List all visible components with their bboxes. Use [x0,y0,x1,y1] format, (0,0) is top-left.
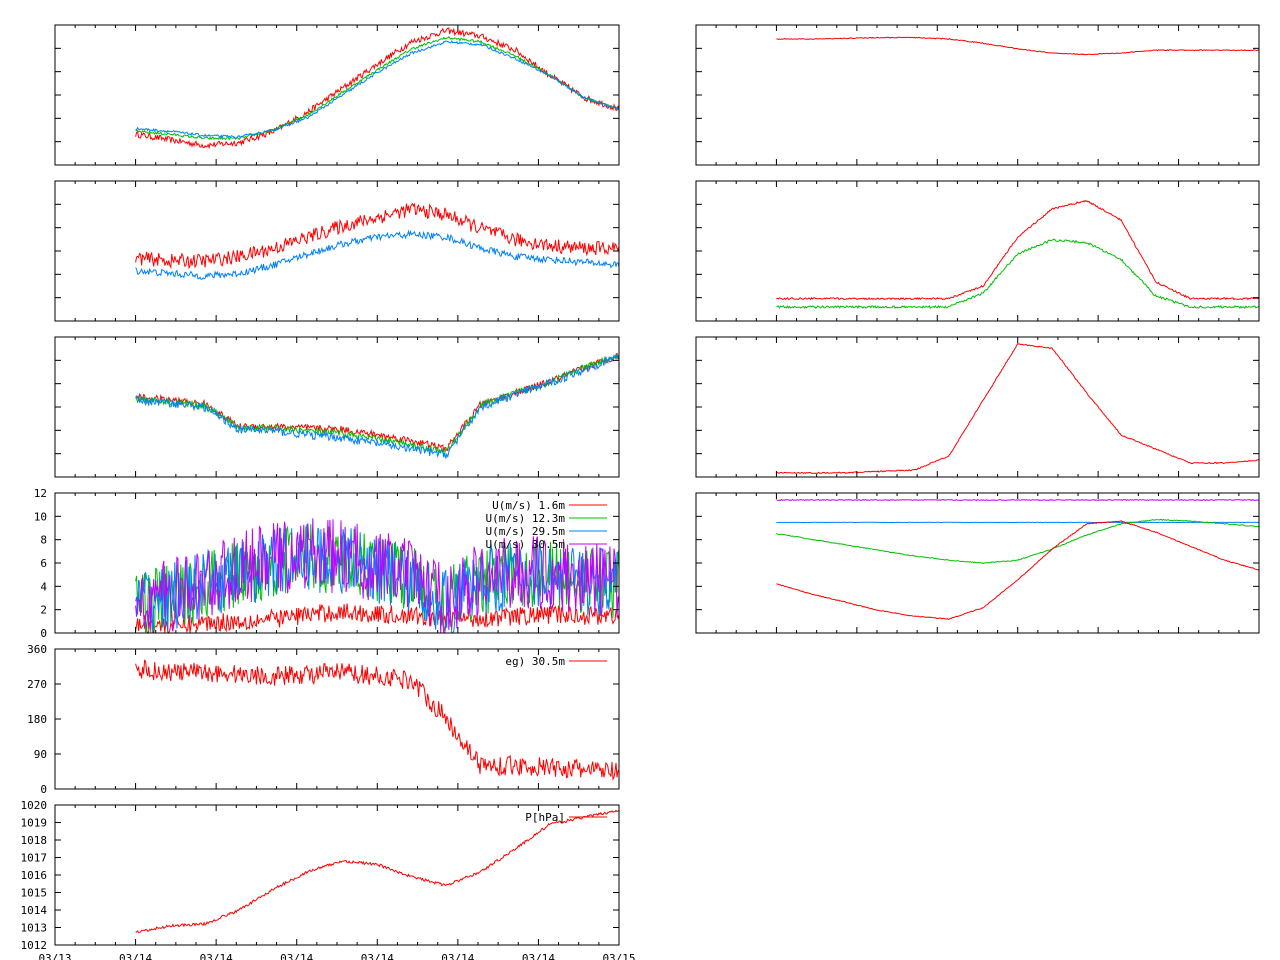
chart-panel-l2 [54,180,620,322]
series-line-l1-1 [135,35,620,141]
y-tick-label: 1017 [21,852,48,865]
plot-frame [695,336,1260,478]
series-line-l2-0 [135,202,620,270]
y-tick-label: 2 [40,604,47,617]
y-tick-label: 1014 [21,904,48,917]
y-tick-label: 4 [40,580,47,593]
series-line-l3-0 [135,352,620,452]
y-tick-label: 1018 [21,834,48,847]
y-tick-label: 8 [40,534,47,547]
legend-label: U(m/s) 29.5m [486,525,566,538]
series-line-l4-2 [135,524,620,634]
series-line-r1-0 [776,36,1260,56]
series-line-l1-0 [135,27,620,150]
plot-frame [54,180,620,322]
series-line-l4-3 [135,518,620,634]
y-tick-label: 10 [34,510,47,523]
series-line-l4-1 [135,524,620,633]
y-tick-label: 1020 [21,799,48,812]
x-tick-label-date: 03/13 [38,952,71,960]
series-line-r4-0 [776,498,1260,502]
legend-label: P[hPa] [525,811,565,824]
chart-panel-r3 [695,336,1260,478]
y-tick-label: 270 [27,678,47,691]
x-tick-label-date: 03/15 [602,952,635,960]
series-line-l3-2 [135,353,620,459]
plot-frame [54,336,620,478]
chart-panel-l3 [54,336,620,478]
y-tick-label: 0 [40,627,47,640]
x-tick-label-date: 03/14 [361,952,394,960]
plot-frame [54,24,620,166]
chart-panel-r1 [695,24,1260,166]
series-line-r4-2 [776,518,1260,564]
x-tick-label-date: 03/14 [441,952,474,960]
y-tick-label: 1016 [21,869,48,882]
y-tick-label: 0 [40,783,47,796]
series-line-l1-2 [135,40,620,139]
series-line-l3-1 [135,352,620,456]
plot-frame [695,24,1260,166]
y-tick-label: 1012 [21,939,48,952]
series-line-r4-3 [776,520,1260,620]
series-line-l6-0 [135,809,620,934]
series-line-r2-0 [776,199,1260,301]
legend-label: U(m/s) 30.5m [486,538,566,551]
x-tick-label-date: 03/14 [522,952,555,960]
legend-label: eg) 30.5m [505,655,565,668]
series-line-l5-0 [135,659,620,781]
chart-panel-l5: 0 90 180 270 360 eg) 30.5m [27,643,620,796]
plot-frame [54,804,620,946]
x-tick-label-date: 03/14 [200,952,233,960]
y-tick-label: 180 [27,713,47,726]
legend-label: U(m/s) 1.6m [492,499,565,512]
y-tick-label: 90 [34,748,47,761]
x-tick-label-date: 03/14 [280,952,313,960]
y-tick-label: 12 [34,487,47,500]
series-line-r2-1 [776,238,1260,310]
chart-panel-l6: 1012 1013 1014 1015 1016 1017 1018 1019 1020 P[hP… [21,799,636,960]
y-tick-label: 1015 [21,887,48,900]
x-tick-label-date: 03/14 [119,952,152,960]
legend-label: U(m/s) 12.3m [486,512,566,525]
y-tick-label: 1013 [21,922,48,935]
chart-panel-l1 [54,24,620,166]
chart-panel-l4: 0 2 4 6 8 10 12 U(m/s) 1.6mU(m/s) 12.3mU(m/s) 2… [34,487,620,640]
y-tick-label: 1019 [21,817,48,830]
series-line-r3-0 [776,342,1260,474]
chart-panel-r4 [695,492,1260,634]
chart-panel-r2 [695,180,1260,322]
y-tick-label: 360 [27,643,47,656]
series-line-l2-1 [135,229,620,280]
plot-frame [695,180,1260,322]
y-tick-label: 6 [40,557,47,570]
